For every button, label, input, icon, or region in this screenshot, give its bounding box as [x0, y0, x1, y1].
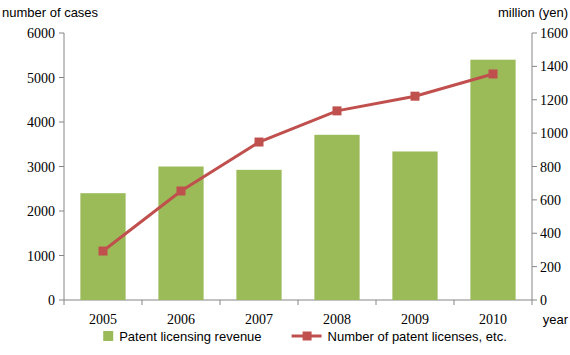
y2-tick-label: 200 — [540, 260, 561, 275]
legend: Patent licensing revenue Number of patent… — [103, 329, 507, 344]
x-tick — [142, 300, 143, 305]
y-tick-label: 4000 — [27, 115, 55, 130]
y-tick — [59, 300, 64, 301]
x-tick — [64, 300, 65, 305]
y-tick-label: 5000 — [27, 71, 55, 86]
x-tick-label: 2009 — [401, 312, 429, 327]
plot-area — [80, 60, 515, 300]
x-tick — [454, 300, 455, 305]
y2-tick-label: 1600 — [540, 26, 568, 41]
y-axis-title: number of cases — [2, 5, 99, 20]
y2-tick-label: 1000 — [540, 126, 568, 141]
x-tick — [376, 300, 377, 305]
y2-axis-title: million (yen) — [498, 5, 568, 20]
y-tick — [59, 33, 64, 34]
bar — [236, 170, 281, 300]
y2-tick — [532, 99, 537, 100]
x-tick — [532, 300, 533, 305]
marker — [489, 69, 498, 78]
y2-tick — [532, 233, 537, 234]
y-tick — [59, 255, 64, 256]
marker — [177, 186, 186, 195]
legend-swatch — [303, 332, 312, 341]
chart: 0 1000 2000 3000 4000 5000 6000 0 200 400 600 800 10… — [0, 0, 570, 355]
y2-tick-label: 1400 — [540, 59, 568, 74]
y2-tick-label: 0 — [540, 293, 547, 308]
x-tick-label: 2008 — [323, 312, 351, 327]
y-tick — [59, 166, 64, 167]
y2-tick-label: 600 — [540, 193, 561, 208]
marker — [333, 106, 342, 115]
marker — [255, 138, 264, 147]
bar — [314, 135, 359, 300]
x-axis-title: year — [543, 312, 569, 327]
y-tick — [59, 77, 64, 78]
y2-tick-label: 1200 — [540, 93, 568, 108]
legend-label: Number of patent licenses, etc. — [328, 329, 507, 344]
y2-tick-label: 400 — [540, 226, 561, 241]
bar — [470, 60, 515, 300]
x-tick-label: 2010 — [479, 312, 507, 327]
y-tick-label: 0 — [48, 293, 55, 308]
y2-tick — [532, 300, 537, 301]
y2-tick — [532, 133, 537, 134]
x-tick — [298, 300, 299, 305]
y2-tick — [532, 66, 537, 67]
bar — [80, 193, 125, 300]
bar — [158, 167, 203, 301]
x-tick-label: 2005 — [89, 312, 117, 327]
legend-label: Patent licensing revenue — [119, 329, 261, 344]
y2-tick — [532, 266, 537, 267]
y-tick — [59, 122, 64, 123]
marker — [99, 247, 108, 256]
y2-tick — [532, 166, 537, 167]
y-tick — [59, 211, 64, 212]
bar — [392, 151, 437, 300]
y-tick-label: 6000 — [27, 26, 55, 41]
x-tick-label: 2007 — [245, 312, 273, 327]
y2-tick — [532, 33, 537, 34]
y-tick-label: 3000 — [27, 160, 55, 175]
marker — [411, 92, 420, 101]
y2-tick-label: 800 — [540, 160, 561, 175]
y-tick-label: 1000 — [27, 249, 55, 264]
line — [103, 74, 493, 251]
legend-swatch — [103, 331, 113, 341]
y2-tick — [532, 199, 537, 200]
x-tick — [220, 300, 221, 305]
y-tick-label: 2000 — [27, 204, 55, 219]
x-tick-label: 2006 — [167, 312, 195, 327]
